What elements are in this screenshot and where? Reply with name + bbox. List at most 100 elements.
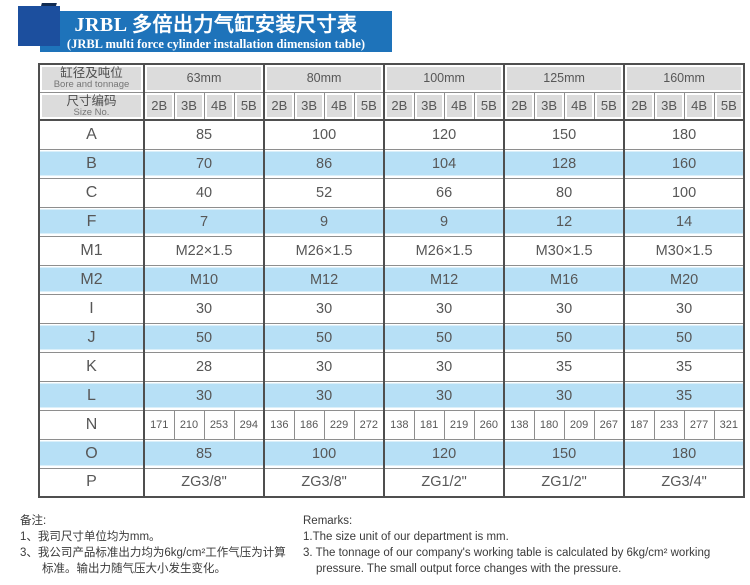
cell: M16 [503, 264, 625, 295]
cell: 180 [623, 438, 745, 469]
table-row-K: K 28 30 30 35 35 [38, 351, 745, 382]
table-row-P: P ZG3/8" ZG3/8" ZG1/2" ZG1/2" ZG3/4" [38, 467, 745, 498]
cell: 30 [142, 293, 265, 324]
code-header: 4B [443, 91, 475, 121]
cell: 40 [142, 177, 265, 208]
cell: 30 [263, 351, 385, 382]
page-subtitle: (JRBL multi force cylinder installation … [66, 37, 366, 51]
row-label: M2 [38, 264, 145, 295]
cell: M12 [383, 264, 505, 295]
table-row-B: B 70 86 104 128 160 [38, 148, 745, 179]
cell: 52 [263, 177, 385, 208]
row-label: P [38, 467, 145, 498]
cell: 209 [563, 409, 595, 440]
code-header: 5B [713, 91, 745, 121]
table-row-O: O 85 100 120 150 180 [38, 438, 745, 469]
cell: 138 [503, 409, 535, 440]
table-row-F: F 7 9 9 12 14 [38, 206, 745, 237]
banner-square-decoration [18, 6, 60, 46]
cell: 267 [593, 409, 625, 440]
page-title: JRBL 多倍出力气缸安装尺寸表 [74, 14, 358, 36]
cell: 260 [473, 409, 505, 440]
cell: 160 [623, 148, 745, 179]
cell: 35 [503, 351, 625, 382]
code-header: 3B [173, 91, 205, 121]
row-label: A [38, 119, 145, 150]
cell: 30 [263, 293, 385, 324]
table-row-J: J 50 50 50 50 50 [38, 322, 745, 353]
cell: 80 [503, 177, 625, 208]
cell: 229 [323, 409, 355, 440]
cell: 9 [383, 206, 505, 237]
notes-english: Remarks: 1.The size unit of our departme… [303, 513, 745, 577]
cell: 30 [503, 293, 625, 324]
cell: 50 [263, 322, 385, 353]
cell: ZG3/8" [142, 467, 265, 498]
cell: 294 [233, 409, 265, 440]
notes-zh-item-3: 3、我公司产品标准出力均为6kg/cm²工作气压为计算标准。输出力随气压大小发生… [20, 547, 286, 575]
row-label: O [38, 438, 145, 469]
cell: 219 [443, 409, 475, 440]
cell: 104 [383, 148, 505, 179]
cell: ZG3/4" [623, 467, 745, 498]
cell: M12 [263, 264, 385, 295]
cell: 253 [203, 409, 235, 440]
notes-en-heading: Remarks: [303, 515, 353, 527]
code-header: 4B [563, 91, 595, 121]
row-label: N [38, 409, 145, 440]
cell: 30 [383, 380, 505, 411]
row-label: B [38, 148, 145, 179]
cell: 180 [623, 119, 745, 150]
cell: 120 [383, 438, 505, 469]
code-header: 5B [593, 91, 625, 121]
size-header-160mm: 160mm [623, 63, 745, 93]
cell: 85 [142, 438, 265, 469]
corner-bore-en: Bore and tonnage [53, 79, 130, 91]
notes-en-item-3: 3. The tonnage of our company's working … [303, 547, 711, 575]
cell: 30 [263, 380, 385, 411]
code-header: 2B [383, 91, 415, 121]
cell: 187 [623, 409, 655, 440]
notes-en-item-1: 1.The size unit of our department is mm. [303, 531, 509, 543]
cell: 35 [623, 380, 745, 411]
cell: 7 [142, 206, 265, 237]
cell: M30×1.5 [503, 235, 625, 266]
cell: 14 [623, 206, 745, 237]
cell: 50 [503, 322, 625, 353]
row-label: I [38, 293, 145, 324]
cell: 321 [713, 409, 745, 440]
cell: 30 [142, 380, 265, 411]
cell: 128 [503, 148, 625, 179]
code-header: 2B [263, 91, 295, 121]
cell: 186 [293, 409, 325, 440]
table-row-M2: M2 M10 M12 M12 M16 M20 [38, 264, 745, 295]
cell: 35 [623, 351, 745, 382]
cell: 100 [623, 177, 745, 208]
cell: 277 [683, 409, 715, 440]
cell: 138 [383, 409, 415, 440]
row-label: C [38, 177, 145, 208]
code-header: 3B [533, 91, 565, 121]
size-header-125mm: 125mm [503, 63, 625, 93]
code-header: 2B [143, 91, 175, 121]
cell: M10 [142, 264, 265, 295]
cell: 66 [383, 177, 505, 208]
notes-zh-heading: 备注: [20, 515, 47, 527]
cell: M30×1.5 [623, 235, 745, 266]
code-header: 5B [233, 91, 265, 121]
cell: 171 [143, 409, 175, 440]
cell: 9 [263, 206, 385, 237]
code-header: 2B [623, 91, 655, 121]
cell: 30 [503, 380, 625, 411]
size-header-63mm: 63mm [142, 63, 265, 93]
cell: 50 [142, 322, 265, 353]
size-header-100mm: 100mm [383, 63, 505, 93]
cell: 85 [142, 119, 265, 150]
cell: 86 [263, 148, 385, 179]
cell: 50 [623, 322, 745, 353]
cell: 120 [383, 119, 505, 150]
cell: 12 [503, 206, 625, 237]
cell: 50 [383, 322, 505, 353]
cell: 233 [653, 409, 685, 440]
cell: ZG1/2" [503, 467, 625, 498]
